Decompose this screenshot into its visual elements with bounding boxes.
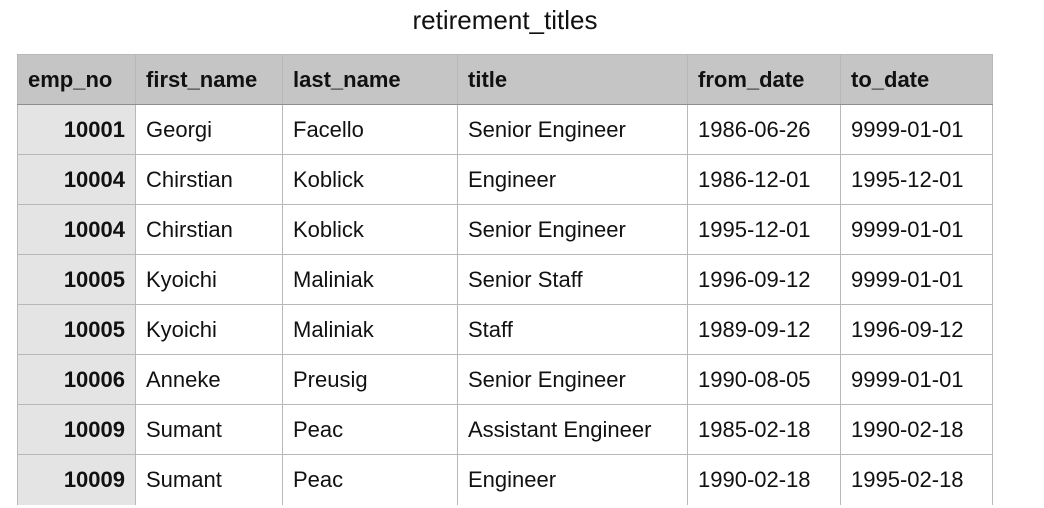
column-header-title[interactable]: title bbox=[457, 54, 688, 105]
table-row: 10004 Chirstian Koblick Senior Engineer … bbox=[17, 204, 993, 255]
cell-last-name[interactable]: Preusig bbox=[282, 354, 458, 405]
cell-emp-no[interactable]: 10009 bbox=[17, 404, 136, 455]
cell-to-date[interactable]: 1995-12-01 bbox=[840, 154, 993, 205]
cell-to-date[interactable]: 9999-01-01 bbox=[840, 104, 993, 155]
cell-first-name[interactable]: Kyoichi bbox=[135, 254, 283, 305]
cell-emp-no[interactable]: 10006 bbox=[17, 354, 136, 405]
cell-last-name[interactable]: Peac bbox=[282, 404, 458, 455]
column-header-to-date[interactable]: to_date bbox=[840, 54, 993, 105]
cell-title[interactable]: Staff bbox=[457, 304, 688, 355]
cell-title[interactable]: Senior Engineer bbox=[457, 354, 688, 405]
cell-first-name[interactable]: Kyoichi bbox=[135, 304, 283, 355]
table-row: 10005 Kyoichi Maliniak Senior Staff 1996… bbox=[17, 254, 993, 305]
cell-title[interactable]: Senior Staff bbox=[457, 254, 688, 305]
cell-to-date[interactable]: 9999-01-01 bbox=[840, 204, 993, 255]
cell-to-date[interactable]: 1996-09-12 bbox=[840, 304, 993, 355]
cell-title[interactable]: Engineer bbox=[457, 154, 688, 205]
cell-title[interactable]: Senior Engineer bbox=[457, 204, 688, 255]
cell-emp-no[interactable]: 10004 bbox=[17, 154, 136, 205]
cell-first-name[interactable]: Chirstian bbox=[135, 204, 283, 255]
table-row: 10009 Sumant Peac Engineer 1990-02-18 19… bbox=[17, 454, 993, 505]
cell-first-name[interactable]: Sumant bbox=[135, 404, 283, 455]
cell-last-name[interactable]: Maliniak bbox=[282, 304, 458, 355]
cell-from-date[interactable]: 1985-02-18 bbox=[687, 404, 841, 455]
column-header-from-date[interactable]: from_date bbox=[687, 54, 841, 105]
data-table: emp_no first_name last_name title from_d… bbox=[17, 54, 993, 505]
cell-to-date[interactable]: 9999-01-01 bbox=[840, 354, 993, 405]
column-header-first-name[interactable]: first_name bbox=[135, 54, 283, 105]
table-row: 10005 Kyoichi Maliniak Staff 1989-09-12 … bbox=[17, 304, 993, 355]
cell-last-name[interactable]: Facello bbox=[282, 104, 458, 155]
cell-emp-no[interactable]: 10005 bbox=[17, 304, 136, 355]
cell-from-date[interactable]: 1986-12-01 bbox=[687, 154, 841, 205]
cell-emp-no[interactable]: 10005 bbox=[17, 254, 136, 305]
cell-to-date[interactable]: 9999-01-01 bbox=[840, 254, 993, 305]
cell-title[interactable]: Senior Engineer bbox=[457, 104, 688, 155]
page-title: retirement_titles bbox=[412, 5, 598, 35]
cell-first-name[interactable]: Anneke bbox=[135, 354, 283, 405]
table-row: 10006 Anneke Preusig Senior Engineer 199… bbox=[17, 354, 993, 405]
column-header-emp-no[interactable]: emp_no bbox=[17, 54, 136, 105]
cell-from-date[interactable]: 1990-08-05 bbox=[687, 354, 841, 405]
header-row: emp_no first_name last_name title from_d… bbox=[17, 54, 993, 105]
cell-from-date[interactable]: 1990-02-18 bbox=[687, 454, 841, 505]
cell-last-name[interactable]: Koblick bbox=[282, 154, 458, 205]
cell-emp-no[interactable]: 10009 bbox=[17, 454, 136, 505]
cell-last-name[interactable]: Koblick bbox=[282, 204, 458, 255]
cell-from-date[interactable]: 1989-09-12 bbox=[687, 304, 841, 355]
cell-from-date[interactable]: 1995-12-01 bbox=[687, 204, 841, 255]
cell-last-name[interactable]: Maliniak bbox=[282, 254, 458, 305]
cell-emp-no[interactable]: 10004 bbox=[17, 204, 136, 255]
cell-last-name[interactable]: Peac bbox=[282, 454, 458, 505]
table-row: 10001 Georgi Facello Senior Engineer 198… bbox=[17, 104, 993, 155]
cell-from-date[interactable]: 1996-09-12 bbox=[687, 254, 841, 305]
cell-emp-no[interactable]: 10001 bbox=[17, 104, 136, 155]
cell-first-name[interactable]: Georgi bbox=[135, 104, 283, 155]
cell-title[interactable]: Engineer bbox=[457, 454, 688, 505]
cell-to-date[interactable]: 1990-02-18 bbox=[840, 404, 993, 455]
cell-title[interactable]: Assistant Engineer bbox=[457, 404, 688, 455]
table-row: 10009 Sumant Peac Assistant Engineer 198… bbox=[17, 404, 993, 455]
cell-to-date[interactable]: 1995-02-18 bbox=[840, 454, 993, 505]
cell-first-name[interactable]: Sumant bbox=[135, 454, 283, 505]
column-header-last-name[interactable]: last_name bbox=[282, 54, 458, 105]
table-row: 10004 Chirstian Koblick Engineer 1986-12… bbox=[17, 154, 993, 205]
cell-from-date[interactable]: 1986-06-26 bbox=[687, 104, 841, 155]
cell-first-name[interactable]: Chirstian bbox=[135, 154, 283, 205]
